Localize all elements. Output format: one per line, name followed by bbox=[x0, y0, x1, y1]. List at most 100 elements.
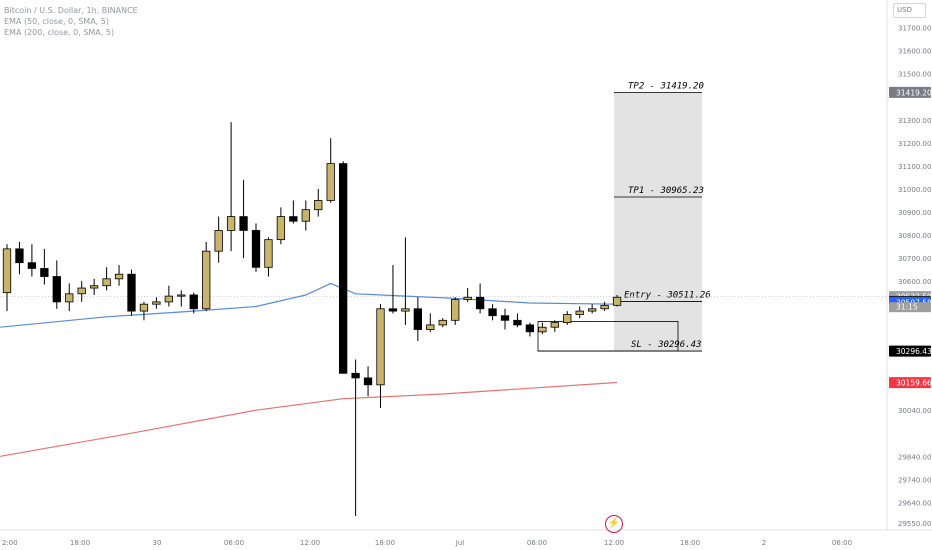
candle-body bbox=[376, 308, 385, 386]
candle-body bbox=[90, 285, 99, 289]
candle bbox=[127, 269, 136, 316]
candle-body bbox=[65, 293, 74, 303]
y-tick-label: 30700.00 bbox=[898, 255, 931, 263]
candle bbox=[289, 200, 298, 224]
candle bbox=[152, 297, 161, 309]
target-label-2: Entry - 30511.26 bbox=[624, 291, 711, 301]
candle-body bbox=[438, 319, 447, 326]
y-tick-label: 31500.00 bbox=[898, 71, 931, 79]
ema50-legend[interactable]: EMA (50, close, 0, SMA, 5) bbox=[4, 17, 109, 26]
candle-body bbox=[164, 295, 174, 303]
candle bbox=[413, 297, 423, 342]
candle bbox=[426, 313, 435, 332]
candle-body bbox=[426, 324, 435, 330]
candle-body bbox=[563, 314, 572, 324]
candle bbox=[276, 207, 286, 245]
candle bbox=[326, 138, 335, 203]
candle bbox=[177, 290, 186, 307]
candle bbox=[264, 237, 273, 277]
candle-body bbox=[538, 326, 547, 333]
y-tick-label: 30600.00 bbox=[898, 278, 931, 286]
candle bbox=[550, 320, 559, 332]
candle-body bbox=[500, 315, 510, 321]
ema200-legend[interactable]: EMA (200, close, 0, SMA, 5) bbox=[4, 28, 115, 37]
candle-body bbox=[139, 303, 149, 312]
candle-body bbox=[588, 308, 597, 312]
candle bbox=[538, 322, 547, 335]
y-tick-label: 31700.00 bbox=[898, 25, 931, 33]
candle-body bbox=[214, 230, 223, 252]
y-tick-label: 31000.00 bbox=[898, 186, 931, 194]
candle-body bbox=[451, 299, 460, 321]
candle bbox=[314, 188, 323, 217]
x-tick-label: 2:00 bbox=[2, 539, 18, 547]
candle bbox=[90, 278, 99, 295]
candle-body bbox=[177, 294, 186, 297]
symbol-title[interactable]: Bitcoin / U.S. Dollar, 1h, BINANCE bbox=[4, 6, 138, 15]
price-label: 31419.20 bbox=[896, 88, 932, 97]
x-tick-label: 12:00 bbox=[604, 539, 624, 547]
candle-body bbox=[251, 230, 261, 268]
candle bbox=[463, 288, 472, 302]
candle bbox=[563, 311, 572, 325]
candle-body bbox=[127, 273, 136, 312]
candle bbox=[363, 366, 373, 397]
price-label: 30159.66 bbox=[896, 379, 932, 388]
candle bbox=[15, 241, 24, 275]
candle bbox=[388, 265, 398, 314]
x-tick-label: 12:00 bbox=[300, 539, 320, 547]
candle-body bbox=[276, 216, 286, 241]
y-tick-label: 29550.00 bbox=[898, 520, 931, 528]
candle-body bbox=[114, 273, 124, 280]
candle bbox=[513, 313, 522, 328]
candle bbox=[214, 216, 223, 263]
candle bbox=[2, 244, 12, 312]
countdown-box bbox=[889, 302, 931, 313]
x-tick-label: Jul bbox=[455, 539, 465, 547]
candle bbox=[239, 179, 248, 259]
x-tick-label: 18:00 bbox=[70, 539, 90, 547]
candle-body bbox=[2, 248, 12, 294]
y-tick-label: 31600.00 bbox=[898, 48, 931, 56]
candle bbox=[488, 304, 497, 321]
candle bbox=[114, 265, 124, 286]
y-tick-label: 29740.00 bbox=[898, 476, 931, 484]
candle bbox=[575, 306, 584, 318]
candle bbox=[351, 359, 360, 517]
candle-body bbox=[202, 250, 211, 310]
candle bbox=[251, 223, 261, 272]
candle-body bbox=[239, 216, 248, 231]
y-tick-label: 30900.00 bbox=[898, 209, 931, 217]
candle bbox=[376, 304, 385, 408]
candle bbox=[202, 241, 211, 312]
candle bbox=[77, 281, 86, 302]
candle-body bbox=[289, 216, 298, 222]
candle bbox=[401, 237, 410, 325]
currency-button[interactable]: USD bbox=[893, 3, 926, 18]
candle-body bbox=[363, 377, 373, 386]
candle bbox=[65, 283, 74, 312]
candle-body bbox=[77, 287, 86, 295]
x-tick-label: 06:00 bbox=[224, 539, 244, 547]
candle-body bbox=[152, 301, 161, 305]
candle bbox=[40, 248, 49, 285]
candle-body bbox=[226, 216, 236, 231]
y-tick-label: 29840.00 bbox=[898, 453, 931, 461]
candle-body bbox=[351, 372, 360, 379]
candle bbox=[27, 244, 37, 277]
candle-body bbox=[326, 163, 335, 201]
candle-body bbox=[301, 209, 310, 222]
price-label-box bbox=[889, 86, 931, 98]
candle-body bbox=[15, 248, 24, 264]
candle bbox=[301, 200, 310, 231]
target-label-3: SL - 30296.43 bbox=[631, 340, 701, 350]
x-tick-label: 18:00 bbox=[375, 539, 395, 547]
countdown-label: 31:15 bbox=[896, 303, 918, 312]
x-tick-label: 06:00 bbox=[832, 539, 852, 547]
ema200-line bbox=[0, 381, 618, 457]
candle-body bbox=[189, 294, 198, 310]
y-tick-label: 31100.00 bbox=[898, 163, 931, 171]
candle-body bbox=[264, 239, 273, 268]
target-label-1: TP1 - 30965.23 bbox=[628, 186, 704, 196]
